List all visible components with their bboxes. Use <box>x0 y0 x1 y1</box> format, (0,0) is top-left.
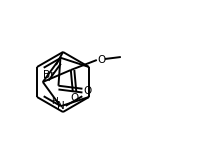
Text: O: O <box>71 93 79 103</box>
Text: H: H <box>51 97 58 106</box>
Text: O: O <box>83 86 92 96</box>
Text: Br: Br <box>43 70 55 80</box>
Text: O: O <box>98 55 106 65</box>
Text: N: N <box>57 101 64 111</box>
